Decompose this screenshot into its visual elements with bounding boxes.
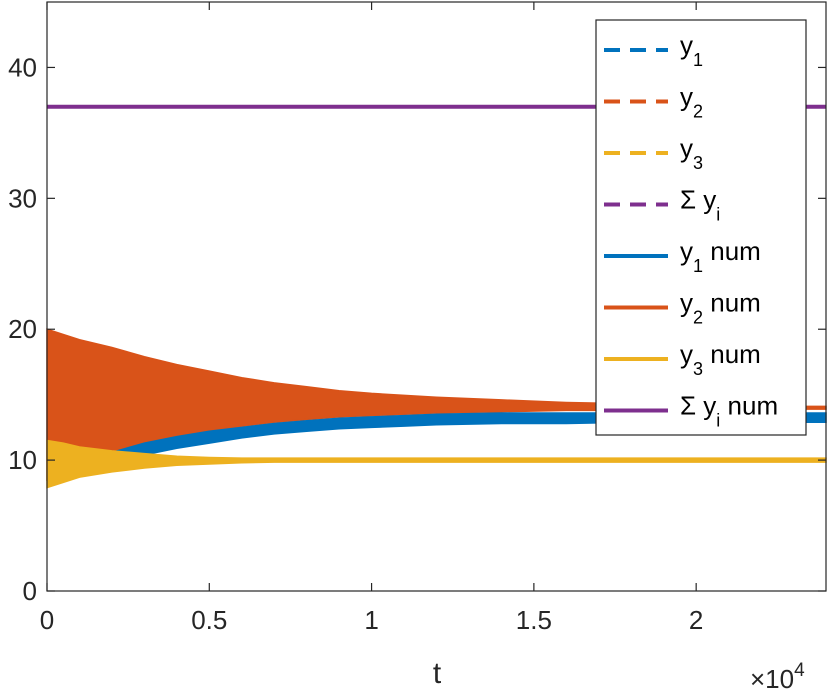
y-tick-label: 30 [8, 183, 37, 213]
y-tick-label: 40 [8, 52, 37, 82]
plot-frame [46, 1, 827, 592]
x-axis-label: t [433, 657, 442, 690]
legend-entry-sub: 3 [693, 359, 703, 379]
legend-entry-base: Σ y [680, 391, 716, 421]
legend-entry-sub: 2 [693, 308, 703, 328]
x-axis-exponent-power: 4 [794, 660, 805, 681]
legend-entry-base: y [680, 288, 693, 318]
legend-entry-base: y [680, 133, 693, 163]
legend-entry-suffix: num [703, 339, 761, 369]
legend-entry-sub: 1 [693, 50, 703, 70]
y-tick-label: 20 [8, 314, 37, 344]
legend-entry-4: y1 num [680, 236, 761, 276]
legend-entry-5: y2 num [680, 288, 761, 328]
legend-entry-sub: 2 [693, 102, 703, 122]
legend-entry-suffix: num [720, 391, 778, 421]
legend-entry-7: Σ yi num [680, 391, 778, 431]
legend-box [595, 19, 807, 436]
y-tick-label: 10 [8, 445, 37, 475]
legend-entry-base: Σ y [680, 185, 716, 215]
x-tick-label: 1 [364, 605, 378, 635]
legend-entry-base: y [680, 82, 693, 112]
legend-entry-sub: 1 [693, 256, 703, 276]
legend-entry-6: y3 num [680, 339, 761, 379]
axes [46, 1, 827, 592]
legend-entry-suffix: num [703, 236, 761, 266]
x-tick-label: 2 [689, 605, 703, 635]
legend-entry-sub: i [716, 411, 720, 431]
x-tick-label: 0 [40, 605, 54, 635]
legend-entry-3: Σ yi [680, 185, 720, 225]
legend-entry-base: y [680, 30, 693, 60]
legend-entry-2: y3 [680, 133, 703, 173]
x-tick-label: 0.5 [191, 605, 227, 635]
legend-entry-sub: i [716, 205, 720, 225]
x-axis-exponent-base: ×10 [750, 664, 794, 690]
legend-entry-base: y [680, 339, 693, 369]
legend-entry-base: y [680, 236, 693, 266]
x-axis-exponent: ×104 [750, 660, 805, 690]
legend-entry-0: y1 [680, 30, 703, 70]
legend-entry-suffix: num [703, 288, 761, 318]
x-tick-label: 1.5 [516, 605, 552, 635]
legend-entry-sub: 3 [693, 153, 703, 173]
y-tick-label: 0 [23, 576, 37, 606]
legend-entry-1: y2 [680, 82, 703, 122]
